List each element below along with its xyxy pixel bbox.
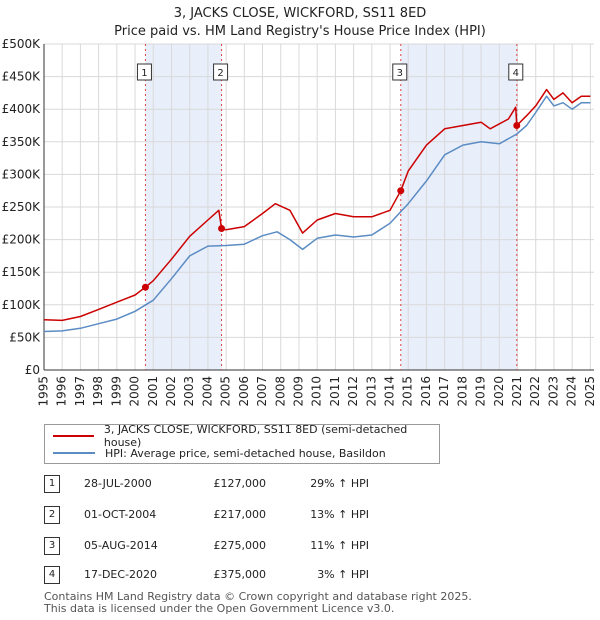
y-tick-label: £300K (2, 167, 42, 181)
x-tick-label: 2022 (528, 376, 542, 407)
transaction-date: 05-AUG-2014 (84, 539, 158, 552)
transaction-price: £217,000 (213, 508, 267, 521)
x-tick-label: 2010 (310, 376, 324, 407)
y-tick-label: £450K (2, 70, 42, 84)
property-series-line (43, 88, 591, 322)
marker-label: 1 (141, 68, 147, 79)
hpi-series-line (43, 95, 591, 333)
sale-point (513, 122, 521, 129)
marker-box (136, 63, 152, 81)
x-tick-label: 2015 (401, 376, 415, 407)
y-tick-label: £50K (9, 330, 41, 344)
transaction-date: 28-JUL-2000 (84, 477, 152, 490)
transaction-date: 17-DEC-2020 (84, 568, 158, 581)
marker-label: 4 (513, 68, 519, 79)
y-tick-label: £250K (2, 200, 42, 214)
x-tick-label: 2000 (128, 376, 142, 407)
legend-item-property: 3, JACKS CLOSE, WICKFORD, SS11 8ED (semi… (53, 423, 439, 449)
transaction-number: 1 (44, 475, 60, 493)
transaction-hpi: 29% ↑ HPI (310, 477, 369, 490)
y-tick-label: £200K (2, 233, 42, 247)
price-chart: £0 £50K £100K £150K £200K £250K £300K £350K £400… (2, 37, 597, 407)
transaction-hpi: 13% ↑ HPI (310, 508, 369, 521)
legend-item-hpi: HPI: Average price, semi-detached house,… (53, 445, 386, 461)
transaction-price: £275,000 (213, 539, 267, 552)
x-tick-label: 2007 (255, 376, 269, 407)
y-tick-label: £400K (2, 102, 42, 116)
x-tick-label: 2006 (237, 376, 251, 407)
legend-label-hpi: HPI: Average price, semi-detached house,… (105, 446, 386, 460)
transaction-date: 01-OCT-2004 (84, 508, 157, 521)
transaction-number: 3 (44, 537, 60, 555)
legend-swatch-hpi (53, 452, 95, 454)
y-tick-label: £0 (25, 363, 40, 377)
transaction-price: £127,000 (213, 477, 267, 490)
y-tick-label: £500K (2, 37, 42, 51)
x-tick-label: 2017 (437, 376, 451, 407)
transaction-hpi: 3% ↑ HPI (317, 568, 369, 581)
legend-swatch-property (53, 435, 94, 437)
x-tick-label: 2008 (273, 376, 287, 407)
x-tick-label: 1996 (55, 376, 69, 407)
transaction-price: £375,000 (213, 568, 267, 581)
x-tick-label: 2001 (146, 376, 160, 407)
x-tick-label: 1995 (37, 376, 51, 407)
x-tick-label: 2009 (291, 376, 305, 407)
marker-label: 2 (217, 68, 223, 79)
x-tick-label: 2011 (328, 376, 342, 407)
x-tick-label: 2018 (455, 376, 469, 407)
legend: 3, JACKS CLOSE, WICKFORD, SS11 8ED (semi… (44, 423, 440, 464)
x-tick-label: 1999 (109, 376, 123, 407)
footer-copyright: Contains HM Land Registry data © Crown c… (44, 590, 472, 603)
marker-box (213, 63, 229, 81)
footer-licence: This data is licensed under the Open Gov… (44, 602, 395, 615)
legend-label-property: 3, JACKS CLOSE, WICKFORD, SS11 8ED (semi… (103, 423, 408, 449)
marker-box (392, 63, 408, 81)
x-tick-label: 2025 (583, 376, 597, 407)
x-tick-label: 1998 (91, 376, 105, 407)
x-tick-label: 2003 (182, 376, 196, 407)
marker-label: 3 (397, 68, 403, 79)
x-tick-label: 2020 (492, 376, 506, 407)
x-tick-label: 2014 (383, 376, 397, 407)
chart-title: 3, JACKS CLOSE, WICKFORD, SS11 8ED (173, 6, 427, 21)
y-tick-label: £150K (2, 265, 42, 279)
transaction-hpi: 11% ↑ HPI (310, 539, 369, 552)
x-tick-label: 2024 (565, 376, 579, 407)
transaction-number: 2 (44, 506, 60, 524)
x-tick-label: 2013 (364, 376, 378, 407)
x-tick-label: 2004 (200, 376, 214, 407)
x-tick-label: 2023 (546, 376, 560, 407)
x-tick-label: 2019 (474, 376, 488, 407)
y-tick-label: £350K (2, 135, 42, 149)
transaction-number: 4 (44, 566, 60, 584)
x-tick-label: 2005 (219, 376, 233, 407)
x-tick-label: 2002 (164, 376, 178, 407)
chart-subtitle: Price paid vs. HM Land Registry's House … (114, 24, 486, 39)
sale-point (218, 225, 226, 233)
sale-point (397, 187, 405, 195)
sale-point (141, 283, 149, 291)
y-tick-label: £100K (2, 298, 42, 312)
marker-box (508, 63, 524, 81)
x-tick-label: 2016 (419, 376, 433, 407)
x-tick-label: 1997 (73, 376, 87, 407)
x-tick-label: 2012 (346, 376, 360, 407)
x-tick-label: 2021 (510, 376, 524, 407)
